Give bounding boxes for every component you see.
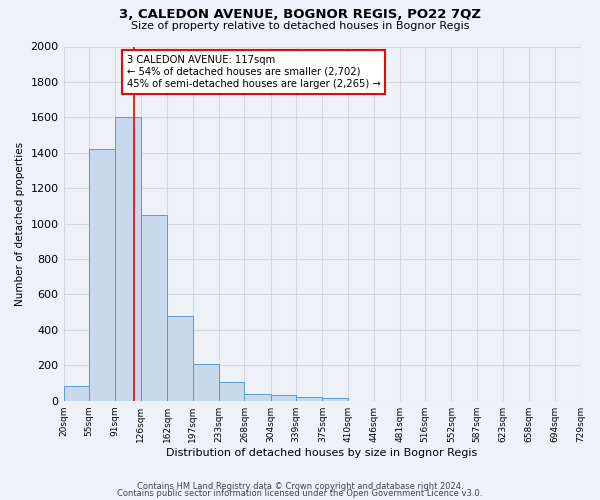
Bar bbox=[64, 386, 89, 400]
Bar bbox=[115, 118, 141, 401]
Bar bbox=[244, 394, 271, 400]
Bar bbox=[89, 149, 115, 401]
Bar bbox=[322, 398, 348, 400]
Text: Size of property relative to detached houses in Bognor Regis: Size of property relative to detached ho… bbox=[131, 21, 469, 31]
Bar bbox=[296, 397, 322, 400]
Text: 3 CALEDON AVENUE: 117sqm
← 54% of detached houses are smaller (2,702)
45% of sem: 3 CALEDON AVENUE: 117sqm ← 54% of detach… bbox=[127, 56, 380, 88]
Bar bbox=[271, 396, 296, 400]
Text: 3, CALEDON AVENUE, BOGNOR REGIS, PO22 7QZ: 3, CALEDON AVENUE, BOGNOR REGIS, PO22 7Q… bbox=[119, 8, 481, 20]
Text: Contains public sector information licensed under the Open Government Licence v3: Contains public sector information licen… bbox=[118, 490, 482, 498]
Bar bbox=[167, 316, 193, 400]
Text: Contains HM Land Registry data © Crown copyright and database right 2024.: Contains HM Land Registry data © Crown c… bbox=[137, 482, 463, 491]
Bar bbox=[193, 364, 219, 400]
X-axis label: Distribution of detached houses by size in Bognor Regis: Distribution of detached houses by size … bbox=[166, 448, 478, 458]
Bar bbox=[141, 214, 167, 400]
Y-axis label: Number of detached properties: Number of detached properties bbox=[15, 142, 25, 306]
Bar bbox=[219, 382, 244, 400]
